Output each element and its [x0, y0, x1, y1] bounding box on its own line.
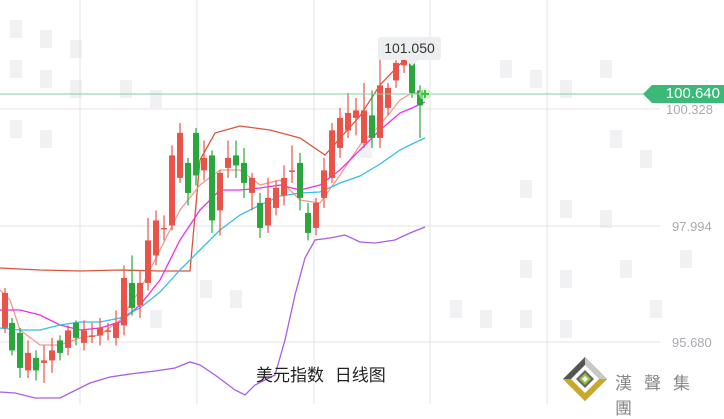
- current-price-badge: 100.640: [643, 85, 724, 103]
- background-watermark: [10, 20, 692, 338]
- diamond-logo-icon: [563, 357, 607, 401]
- price-level-label: 100.328: [666, 102, 713, 117]
- price-level-label: 97.994: [672, 219, 712, 234]
- candles: [2, 37, 423, 383]
- candlestick-chart: [0, 0, 692, 404]
- current-price-line: [0, 88, 660, 100]
- gridlines: [0, 0, 660, 404]
- logo-text: 漢聲集團: [615, 374, 702, 419]
- high-price-tooltip: 101.050: [378, 37, 441, 66]
- company-logo: 漢聲集團: [560, 355, 724, 419]
- price-level-label: 95.680: [672, 335, 712, 350]
- chart-caption: 美元指数 日线图: [256, 366, 386, 386]
